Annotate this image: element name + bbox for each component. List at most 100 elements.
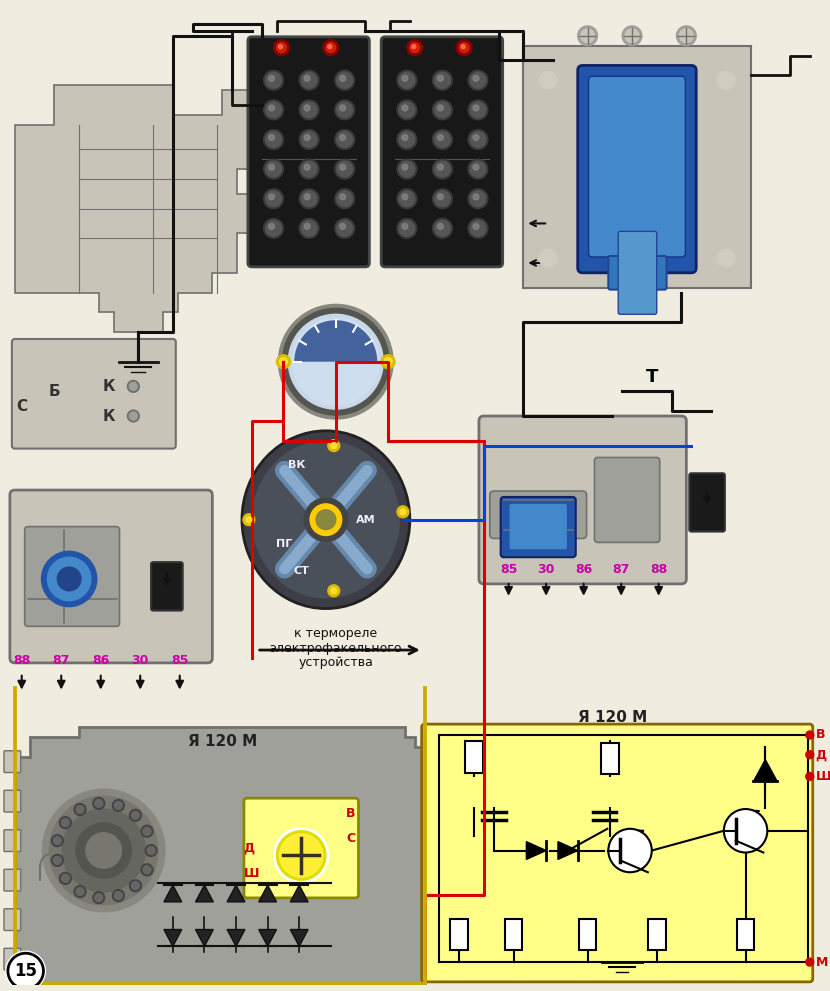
Circle shape bbox=[399, 220, 415, 236]
Circle shape bbox=[274, 827, 329, 883]
Circle shape bbox=[115, 802, 122, 810]
Circle shape bbox=[269, 105, 275, 111]
Circle shape bbox=[339, 194, 345, 200]
Circle shape bbox=[76, 888, 84, 896]
Circle shape bbox=[264, 100, 283, 120]
Circle shape bbox=[304, 135, 310, 141]
Circle shape bbox=[473, 135, 479, 141]
Circle shape bbox=[806, 731, 813, 739]
Circle shape bbox=[280, 358, 287, 366]
Circle shape bbox=[432, 218, 452, 238]
Circle shape bbox=[457, 40, 472, 55]
Circle shape bbox=[323, 40, 339, 55]
Polygon shape bbox=[196, 930, 213, 946]
FancyBboxPatch shape bbox=[490, 492, 587, 538]
Circle shape bbox=[432, 100, 452, 120]
Circle shape bbox=[266, 102, 281, 118]
Circle shape bbox=[274, 40, 290, 55]
Text: К: К bbox=[102, 408, 115, 423]
Circle shape bbox=[51, 854, 63, 866]
Circle shape bbox=[399, 132, 415, 148]
Circle shape bbox=[266, 132, 281, 148]
Text: С: С bbox=[16, 398, 27, 413]
Circle shape bbox=[279, 45, 282, 49]
Circle shape bbox=[399, 72, 415, 88]
Circle shape bbox=[51, 834, 63, 846]
Circle shape bbox=[437, 165, 443, 170]
Circle shape bbox=[310, 503, 342, 535]
Circle shape bbox=[714, 68, 738, 92]
Circle shape bbox=[276, 355, 290, 369]
Text: 85: 85 bbox=[500, 563, 517, 576]
FancyBboxPatch shape bbox=[737, 919, 754, 950]
Circle shape bbox=[76, 806, 84, 814]
Polygon shape bbox=[259, 885, 276, 902]
Circle shape bbox=[269, 194, 275, 200]
Text: АМ: АМ bbox=[355, 514, 375, 524]
Polygon shape bbox=[15, 85, 261, 332]
Circle shape bbox=[470, 220, 486, 236]
Circle shape bbox=[384, 358, 392, 366]
Circle shape bbox=[127, 410, 139, 422]
Circle shape bbox=[806, 751, 813, 759]
Circle shape bbox=[60, 817, 71, 828]
Circle shape bbox=[806, 773, 813, 780]
Circle shape bbox=[129, 412, 137, 420]
Polygon shape bbox=[558, 841, 578, 859]
Circle shape bbox=[470, 191, 486, 207]
Text: электрофакельного: электрофакельного bbox=[270, 641, 402, 655]
Circle shape bbox=[141, 864, 153, 876]
Circle shape bbox=[301, 191, 317, 207]
Polygon shape bbox=[526, 841, 546, 859]
Circle shape bbox=[399, 102, 415, 118]
Text: 86: 86 bbox=[92, 654, 110, 667]
Circle shape bbox=[437, 135, 443, 141]
Circle shape bbox=[473, 223, 479, 229]
Polygon shape bbox=[227, 885, 245, 902]
FancyBboxPatch shape bbox=[4, 948, 21, 970]
Circle shape bbox=[53, 836, 61, 844]
Circle shape bbox=[337, 191, 353, 207]
Circle shape bbox=[470, 162, 486, 177]
Text: Я 120 М: Я 120 М bbox=[188, 734, 256, 749]
Circle shape bbox=[269, 223, 275, 229]
FancyBboxPatch shape bbox=[479, 416, 686, 584]
Text: 88: 88 bbox=[13, 654, 31, 667]
Circle shape bbox=[432, 70, 452, 90]
Circle shape bbox=[339, 165, 345, 170]
Circle shape bbox=[74, 804, 86, 816]
Text: Д: Д bbox=[243, 842, 255, 855]
FancyBboxPatch shape bbox=[465, 741, 483, 773]
FancyBboxPatch shape bbox=[12, 339, 176, 449]
FancyBboxPatch shape bbox=[4, 751, 21, 773]
Circle shape bbox=[608, 828, 652, 872]
Circle shape bbox=[337, 162, 353, 177]
Circle shape bbox=[95, 894, 103, 902]
Circle shape bbox=[581, 29, 594, 43]
Circle shape bbox=[337, 132, 353, 148]
Circle shape bbox=[61, 819, 69, 826]
Ellipse shape bbox=[242, 431, 410, 608]
Circle shape bbox=[147, 846, 155, 854]
Circle shape bbox=[625, 29, 639, 43]
Circle shape bbox=[264, 189, 283, 209]
Circle shape bbox=[468, 218, 488, 238]
Circle shape bbox=[86, 832, 121, 868]
Text: Ш: Ш bbox=[244, 867, 260, 880]
FancyBboxPatch shape bbox=[602, 743, 619, 775]
Circle shape bbox=[399, 162, 415, 177]
Circle shape bbox=[328, 440, 339, 452]
Circle shape bbox=[300, 130, 319, 150]
Circle shape bbox=[112, 800, 124, 812]
Circle shape bbox=[74, 886, 86, 898]
Circle shape bbox=[397, 130, 417, 150]
Circle shape bbox=[129, 880, 141, 892]
Circle shape bbox=[243, 513, 255, 525]
Circle shape bbox=[42, 789, 165, 912]
FancyBboxPatch shape bbox=[248, 37, 369, 267]
Circle shape bbox=[432, 189, 452, 209]
Circle shape bbox=[301, 132, 317, 148]
Circle shape bbox=[473, 105, 479, 111]
Circle shape bbox=[143, 827, 151, 835]
Text: устройства: устройства bbox=[298, 656, 374, 669]
